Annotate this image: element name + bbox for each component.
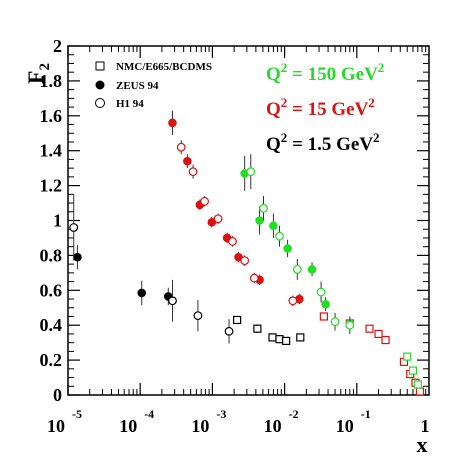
q2-label-part: 2 — [378, 60, 385, 75]
q2-label-part: 2 — [281, 95, 288, 110]
data-point — [249, 273, 259, 283]
q2-label-part: 2 — [373, 130, 380, 145]
q2-label-part: Q — [266, 64, 281, 85]
q2-label: Q2 = 1.5 GeV2 — [266, 130, 380, 155]
data-point — [403, 352, 412, 361]
data-point — [321, 299, 330, 309]
data-point — [296, 333, 305, 342]
x-tick-exponent: -2 — [289, 407, 299, 421]
y-tick-label: 0.2 — [40, 350, 63, 370]
legend-label-nmc: NMC/E665/BCDMS — [116, 61, 212, 73]
data-point — [330, 317, 340, 327]
legend-label-zeus: ZEUS 94 — [116, 80, 159, 92]
data-point — [200, 196, 210, 206]
y-tick-label: 0.8 — [40, 245, 63, 265]
data-point — [137, 288, 147, 298]
data-point — [73, 252, 82, 262]
data-point — [224, 326, 234, 336]
q2-label: Q2 = 150 GeV2 — [266, 60, 384, 85]
data-point — [307, 265, 317, 274]
data-point — [246, 167, 256, 177]
data-point — [413, 380, 422, 389]
legend-marker-open-square — [95, 61, 105, 71]
data-point — [240, 256, 250, 266]
y-tick-label: 1.2 — [40, 176, 63, 196]
x-tick-label: 10 — [191, 416, 209, 436]
x-tick-labels: 10 -5 10 -4 10 -3 10 -2 10 -1 1 — [47, 407, 430, 436]
data-point — [176, 142, 186, 152]
y-tick-label: 2 — [53, 36, 62, 56]
q2-label: Q2 = 15 GeV2 — [266, 95, 375, 120]
q2-label-part: Q — [266, 99, 281, 120]
data-point — [316, 287, 326, 297]
data-point — [168, 118, 177, 128]
q2-label-part: Q — [266, 134, 281, 155]
data-point — [381, 335, 390, 345]
data-point — [365, 324, 374, 333]
data-point — [255, 216, 264, 225]
data-point — [269, 221, 278, 231]
y-tick-label: 1 — [53, 211, 62, 231]
data-point — [283, 244, 292, 253]
data-points — [69, 110, 425, 396]
y-tick-label: 0.4 — [40, 315, 63, 335]
x-axis-title: x — [417, 432, 428, 457]
y-tick-labels: 00.20.40.60.811.21.41.61.82 — [40, 36, 63, 405]
y-tick-label: 1.6 — [40, 106, 63, 126]
data-point — [374, 329, 383, 339]
data-point — [292, 264, 302, 274]
q2-label-part: 2 — [281, 60, 288, 75]
q2-label-part: = 15 GeV — [287, 99, 368, 120]
data-point — [193, 311, 203, 321]
data-point — [275, 231, 284, 241]
x-tick-exponent: -5 — [72, 407, 82, 421]
data-point — [213, 214, 223, 224]
x-tick-exponent: -1 — [361, 407, 371, 421]
x-tick-label: 10 — [264, 416, 282, 436]
legend-marker-open-circle — [95, 98, 105, 108]
x-tick-label: 1 — [421, 416, 430, 436]
legend: NMC/E665/BCDMS ZEUS 94 H1 94 — [95, 61, 212, 110]
data-point — [319, 312, 328, 321]
data-point — [268, 333, 277, 342]
q2-label-part: 2 — [368, 95, 375, 110]
data-point — [275, 335, 284, 344]
y-tick-label: 0 — [53, 385, 62, 405]
data-point — [288, 296, 298, 306]
data-point — [345, 320, 355, 330]
x-tick-label: 10 — [119, 416, 137, 436]
x-tick-exponent: -3 — [216, 407, 226, 421]
data-point — [253, 324, 262, 333]
data-point — [69, 223, 79, 232]
data-point — [408, 366, 418, 375]
axis-ticks — [67, 45, 429, 396]
y-tick-label: 1.4 — [40, 141, 63, 161]
x-tick-label: 10 — [336, 416, 354, 436]
data-point — [415, 387, 425, 396]
legend-marker-filled-circle — [95, 80, 105, 90]
data-point — [183, 156, 192, 166]
y-tick-label: 0.6 — [40, 280, 63, 300]
x-tick-exponent: -4 — [144, 407, 154, 421]
data-point — [282, 336, 291, 346]
y-axis-title: F2 — [23, 63, 53, 84]
legend-label-h1: H1 94 — [116, 98, 144, 110]
q2-label-part: 2 — [281, 130, 288, 145]
q2-label-part: = 1.5 GeV — [287, 134, 373, 155]
data-point — [168, 296, 177, 306]
data-point — [259, 203, 268, 213]
x-tick-label: 10 — [47, 416, 65, 436]
data-point — [228, 237, 237, 246]
y-tick-label: 1.8 — [40, 71, 63, 91]
y-axis-title-subscript: 2 — [37, 63, 53, 71]
data-point — [233, 315, 242, 325]
data-point — [188, 167, 198, 177]
q2-label-part: = 150 GeV — [287, 64, 378, 85]
